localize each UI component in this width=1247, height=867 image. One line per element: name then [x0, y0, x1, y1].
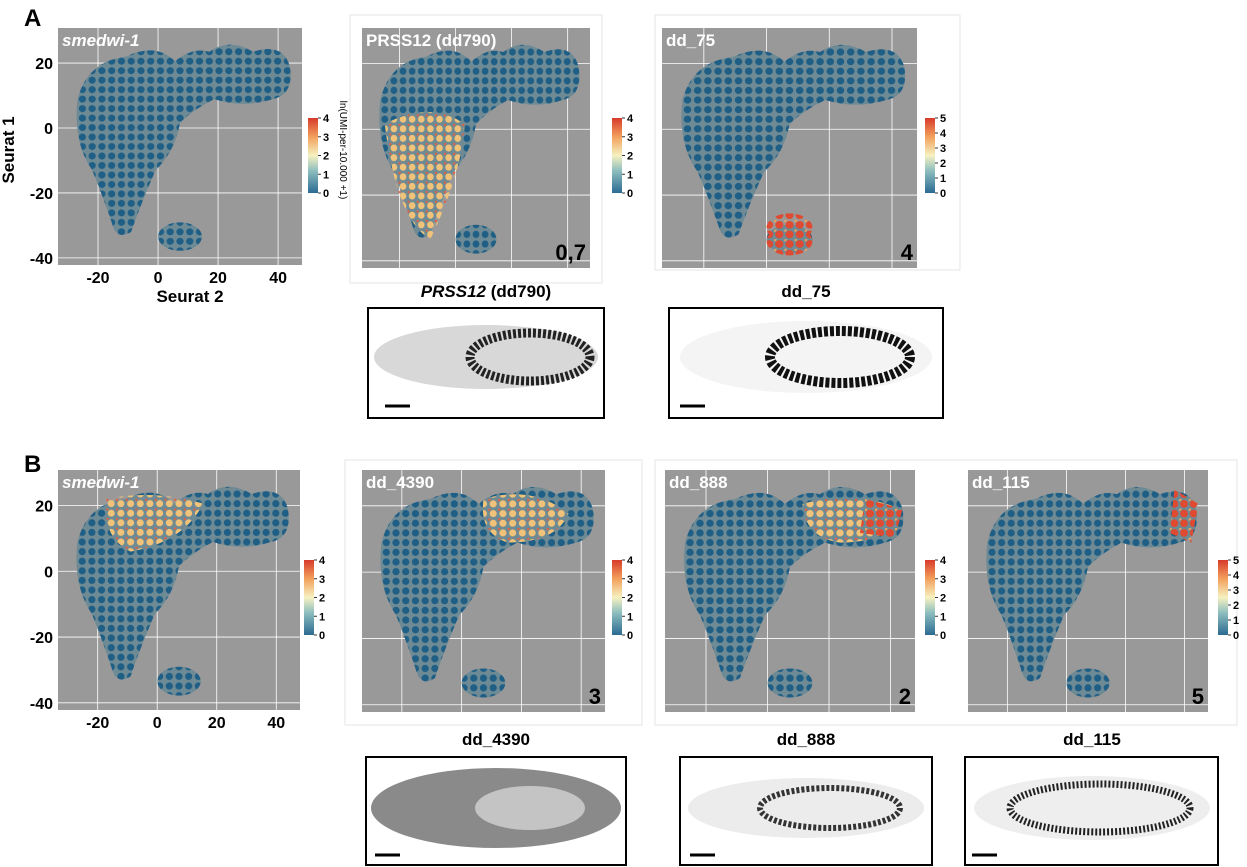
panel-letter: B: [24, 451, 41, 478]
y-tick-label: 0: [44, 564, 53, 581]
caption-id: (dd790): [491, 282, 551, 301]
x-axis-label: Seurat 2: [156, 287, 223, 306]
plot-title: dd_115: [972, 473, 1030, 492]
colorbar-tick-label: 5: [940, 113, 946, 125]
x-tick-label: 20: [209, 270, 227, 287]
x-tick-label: 0: [154, 270, 163, 287]
colorbar-tick-label: 3: [627, 132, 633, 144]
worm: [688, 778, 924, 838]
colorbar-tick-label: 4: [323, 113, 330, 125]
colorbar-tick-label: 0: [627, 630, 633, 642]
plot-title: dd_888: [669, 473, 728, 492]
colorbar-tick-label: 4: [940, 128, 947, 140]
figure: A B ln(UMI-per-10.000 +1) 200-20-40-2002…: [0, 0, 1247, 867]
y-tick-label: -40: [30, 251, 53, 268]
colorbar-tick-label: 2: [627, 593, 633, 605]
colorbar: [925, 560, 935, 635]
plot-title: smedwi-1: [62, 31, 139, 50]
colorbar-tick-label: 0: [319, 630, 325, 642]
y-tick-label: -20: [30, 630, 53, 647]
colorbar: [1218, 560, 1228, 635]
y-tick-label: -40: [30, 696, 53, 713]
x-tick-label: -20: [86, 270, 109, 287]
colorbar-tick-label: 1: [627, 169, 633, 181]
colorbar-tick-label: 1: [940, 611, 946, 623]
colorbar-tick-label: 1: [940, 173, 946, 185]
y-axis-label: Seurat 1: [0, 116, 18, 183]
colorbar-tick-label: 3: [940, 143, 946, 155]
caption-id: dd_75: [781, 282, 830, 301]
colorbar-tick-label: 4: [1233, 570, 1240, 582]
colorbar-tick-label: 4: [627, 113, 634, 125]
colorbar-tick-label: 3: [627, 574, 633, 586]
image-caption: PRSS12 (dd790): [421, 282, 551, 301]
caption-id: dd_888: [777, 730, 836, 749]
colorbar-tick-label: 2: [627, 151, 633, 163]
image-caption: dd_75: [781, 282, 830, 301]
colorbar-tick-label: 2: [940, 158, 946, 170]
colorbar-tick-label: 0: [940, 188, 946, 200]
y-tick-label: 20: [35, 56, 53, 73]
colorbar-tick-label: 4: [940, 555, 947, 567]
cluster-count: 0,7: [555, 240, 586, 265]
caption-id: dd_115: [1063, 730, 1121, 749]
y-tick-label: -20: [30, 186, 53, 203]
expression-hotspot: [767, 213, 813, 255]
cluster-count: 3: [589, 684, 601, 709]
colorbar-tick-label: 3: [319, 574, 325, 586]
colorbar-tick-label: 3: [1233, 585, 1239, 597]
x-tick-label: 0: [153, 715, 162, 732]
colorbar-tick-label: 3: [940, 574, 946, 586]
image-caption: dd_888: [777, 730, 836, 749]
colorbar-tick-label: 5: [1233, 555, 1239, 567]
x-tick-label: 40: [269, 270, 287, 287]
colorbar-tick-label: 4: [627, 555, 634, 567]
colorbar-tick-label: 2: [319, 593, 325, 605]
colorbar: [308, 118, 318, 193]
caption-id: dd_4390: [462, 730, 530, 749]
colorbar-tick-label: 0: [627, 188, 633, 200]
colorbar-tick-label: 2: [1233, 600, 1239, 612]
plot-title: dd_75: [666, 31, 715, 50]
plot-title: dd_4390: [366, 473, 434, 492]
colorbar-tick-label: 2: [323, 151, 329, 163]
colorbar-tick-label: 4: [319, 555, 326, 567]
colorbar-tick-label: 1: [323, 169, 329, 181]
colorbar: [612, 560, 622, 635]
colorbar-tick-label: 0: [1233, 630, 1239, 642]
colorbar-tick-label: 1: [627, 611, 633, 623]
colorbar-tick-label: 0: [940, 630, 946, 642]
colorbar: [925, 118, 935, 193]
colorbar-tick-label: 1: [319, 611, 325, 623]
cluster-count: 2: [899, 684, 911, 709]
cluster-count: 5: [1192, 684, 1204, 709]
colorbar-tick-label: 3: [323, 132, 329, 144]
caption-gene: PRSS12: [421, 282, 487, 301]
image-caption: dd_115: [1063, 730, 1121, 749]
y-tick-label: 0: [44, 121, 53, 138]
colorbar-tick-label: 1: [1233, 615, 1239, 627]
colorbar: [612, 118, 622, 193]
colorbar-label: ln(UMI-per-10.000 +1): [337, 101, 348, 200]
gut: [475, 786, 585, 830]
plot-title: smedwi-1: [62, 473, 139, 492]
cluster-count: 4: [901, 240, 914, 265]
image-caption: dd_4390: [462, 730, 530, 749]
x-tick-label: 20: [208, 715, 226, 732]
page: A B ln(UMI-per-10.000 +1) 200-20-40-2002…: [0, 0, 1247, 867]
x-tick-label: 40: [267, 715, 285, 732]
panel-letter: A: [24, 5, 41, 32]
y-tick-label: 20: [35, 499, 53, 516]
colorbar: [304, 560, 314, 635]
colorbar-tick-label: 0: [323, 188, 329, 200]
plot-title: PRSS12 (dd790): [366, 31, 496, 50]
x-tick-label: -20: [86, 715, 109, 732]
colorbar-tick-label: 2: [940, 593, 946, 605]
